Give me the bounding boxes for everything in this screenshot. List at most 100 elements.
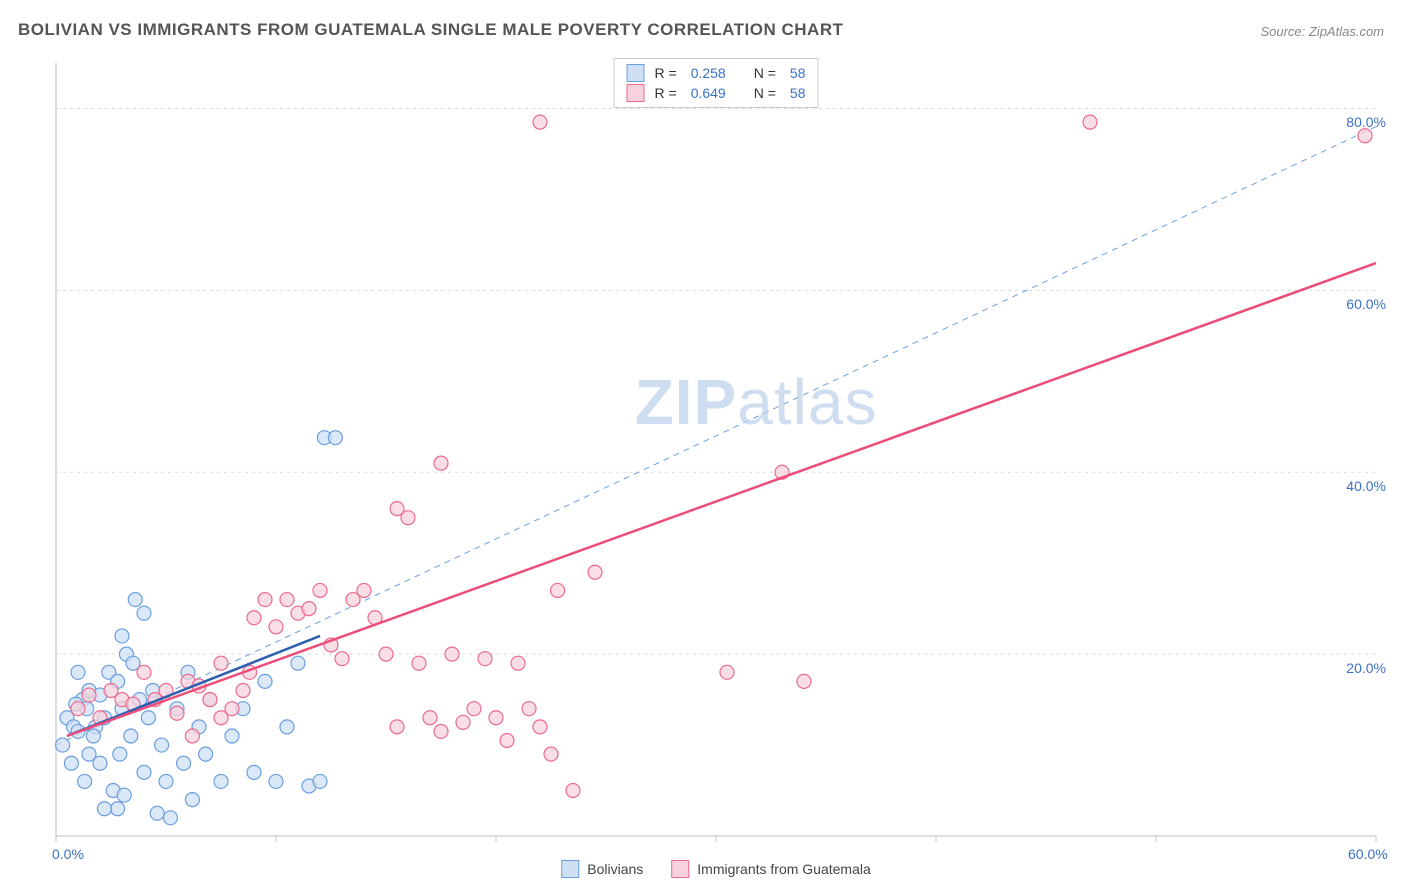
data-point (150, 806, 164, 820)
legend-label: Bolivians (587, 861, 643, 877)
data-point (225, 729, 239, 743)
data-point (78, 774, 92, 788)
data-point (445, 647, 459, 661)
source-attribution: Source: ZipAtlas.com (1260, 24, 1384, 39)
y-tick-label: 20.0% (1346, 660, 1386, 676)
data-point (93, 756, 107, 770)
data-point (115, 629, 129, 643)
y-tick-label: 60.0% (1346, 296, 1386, 312)
data-point (199, 747, 213, 761)
data-point (544, 747, 558, 761)
legend-bottom: Bolivians Immigrants from Guatemala (561, 860, 871, 878)
y-tick-label: 80.0% (1346, 114, 1386, 130)
data-point (137, 665, 151, 679)
data-point (124, 729, 138, 743)
data-point (163, 811, 177, 825)
data-point (214, 711, 228, 725)
data-point (185, 729, 199, 743)
data-point (335, 652, 349, 666)
data-point (82, 688, 96, 702)
data-point (280, 720, 294, 734)
data-point (434, 456, 448, 470)
legend-item: Bolivians (561, 860, 643, 878)
legend-stats-row: R =0.649N =58 (627, 83, 806, 103)
y-tick-label: 40.0% (1346, 478, 1386, 494)
data-point (111, 802, 125, 816)
data-point (412, 656, 426, 670)
data-point (588, 565, 602, 579)
data-point (185, 793, 199, 807)
legend-stats-row: R = 0.258 N = 58 (627, 63, 806, 83)
chart-container: Single Male Poverty ZIPatlas R =0.258N =… (48, 55, 1384, 844)
data-point (247, 611, 261, 625)
legend-swatch (561, 860, 579, 878)
data-point (566, 784, 580, 798)
data-point (500, 734, 514, 748)
data-point (456, 715, 470, 729)
chart-title: BOLIVIAN VS IMMIGRANTS FROM GUATEMALA SI… (18, 20, 843, 40)
data-point (379, 647, 393, 661)
data-point (313, 583, 327, 597)
data-point (71, 665, 85, 679)
data-point (302, 602, 316, 616)
data-point (56, 738, 70, 752)
data-point (551, 583, 565, 597)
data-point (313, 774, 327, 788)
legend-n-value: 58 (790, 65, 806, 81)
data-point (489, 711, 503, 725)
data-point (280, 593, 294, 607)
data-point (478, 652, 492, 666)
data-point (434, 724, 448, 738)
data-point (720, 665, 734, 679)
data-point (533, 720, 547, 734)
data-point (214, 656, 228, 670)
data-point (203, 693, 217, 707)
chart-svg (48, 55, 1384, 844)
data-point (511, 656, 525, 670)
data-point (113, 747, 127, 761)
data-point (137, 606, 151, 620)
legend-r-value: 0.649 (691, 85, 726, 101)
data-point (258, 674, 272, 688)
legend-r-label: R = (655, 65, 677, 81)
data-point (155, 738, 169, 752)
data-point (533, 115, 547, 129)
data-point (423, 711, 437, 725)
data-point (1083, 115, 1097, 129)
data-point (258, 593, 272, 607)
data-point (170, 706, 184, 720)
data-point (214, 774, 228, 788)
legend-swatch (627, 64, 645, 82)
data-point (797, 674, 811, 688)
data-point (71, 702, 85, 716)
data-point (522, 702, 536, 716)
legend-swatch (671, 860, 689, 878)
data-point (64, 756, 78, 770)
x-tick-label: 60.0% (1348, 846, 1388, 862)
data-point (117, 788, 131, 802)
legend-stats-box: R = 0.258 N = 58R = 0.649 N = 58 (614, 58, 819, 108)
data-point (269, 620, 283, 634)
data-point (128, 593, 142, 607)
data-point (357, 583, 371, 597)
data-point (177, 756, 191, 770)
data-point (137, 765, 151, 779)
legend-n-label: N = (754, 85, 776, 101)
data-point (1358, 129, 1372, 143)
legend-r-value: 0.258 (691, 65, 726, 81)
data-point (401, 511, 415, 525)
data-point (269, 774, 283, 788)
data-point (141, 711, 155, 725)
legend-swatch (627, 84, 645, 102)
legend-item: Immigrants from Guatemala (671, 860, 871, 878)
data-point (467, 702, 481, 716)
data-point (291, 656, 305, 670)
x-tick-label: 0.0% (52, 846, 84, 862)
data-point (247, 765, 261, 779)
data-point (97, 802, 111, 816)
legend-label: Immigrants from Guatemala (697, 861, 871, 877)
data-point (236, 683, 250, 697)
legend-n-label: N = (754, 65, 776, 81)
legend-n-value: 58 (790, 85, 806, 101)
data-point (390, 720, 404, 734)
